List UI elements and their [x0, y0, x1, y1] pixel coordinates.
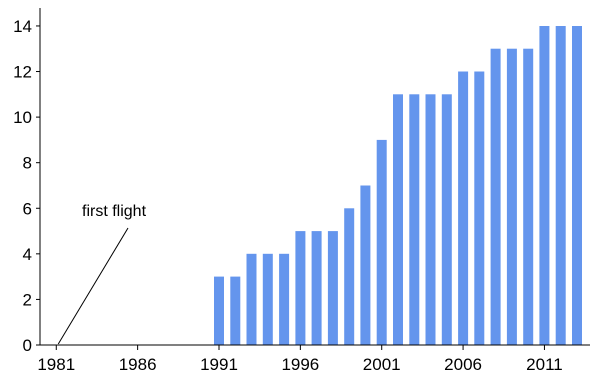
- bar-2013: [572, 26, 582, 345]
- bar-2008: [490, 48, 501, 345]
- bar-2003: [409, 94, 420, 345]
- bar-2004: [425, 94, 436, 345]
- x-tick-label-1986: 1986: [119, 355, 157, 374]
- bar-2012: [555, 26, 566, 345]
- bar-1992: [230, 276, 241, 345]
- y-tick-label-4: 4: [23, 245, 32, 264]
- x-ticks: 1981 1986 1991 1996 2001 2006 2011: [37, 345, 563, 374]
- annotation-arrow-line: [57, 227, 129, 345]
- bar-1994: [262, 253, 273, 345]
- y-tick-label-0: 0: [23, 336, 32, 355]
- bar-1995: [279, 253, 290, 345]
- bar-2007: [474, 71, 485, 345]
- bar-1998: [327, 231, 338, 345]
- x-tick-label-1981: 1981: [37, 355, 75, 374]
- x-tick-label-2001: 2001: [363, 355, 401, 374]
- bar-2001: [376, 139, 387, 345]
- y-ticks: 0 2 4 6 8 10 12 14: [13, 17, 40, 355]
- bar-1993: [246, 253, 257, 345]
- bar-1991: [214, 276, 224, 345]
- bar-2010: [523, 48, 534, 345]
- y-tick-label-14: 14: [13, 17, 32, 36]
- bars-group: [214, 26, 582, 345]
- x-tick-label-2011: 2011: [526, 355, 563, 374]
- y-tick-label-10: 10: [13, 108, 32, 127]
- bar-2002: [393, 94, 403, 345]
- bar-1999: [344, 208, 355, 345]
- bar-2000: [360, 185, 371, 345]
- x-tick-label-2006: 2006: [444, 355, 482, 374]
- bar-1996: [295, 231, 306, 345]
- y-tick-label-6: 6: [23, 199, 32, 218]
- y-tick-label-12: 12: [13, 63, 32, 82]
- bar-2005: [441, 94, 452, 345]
- y-tick-label-8: 8: [23, 154, 32, 173]
- x-tick-label-1996: 1996: [281, 355, 319, 374]
- annotation-first-flight: first flight: [82, 203, 147, 220]
- bar-1997: [311, 231, 322, 345]
- bar-2011: [539, 26, 550, 345]
- bar-2006: [458, 71, 469, 345]
- bar-2009: [506, 48, 517, 345]
- y-tick-label-2: 2: [23, 290, 32, 309]
- x-tick-label-1991: 1991: [200, 355, 238, 374]
